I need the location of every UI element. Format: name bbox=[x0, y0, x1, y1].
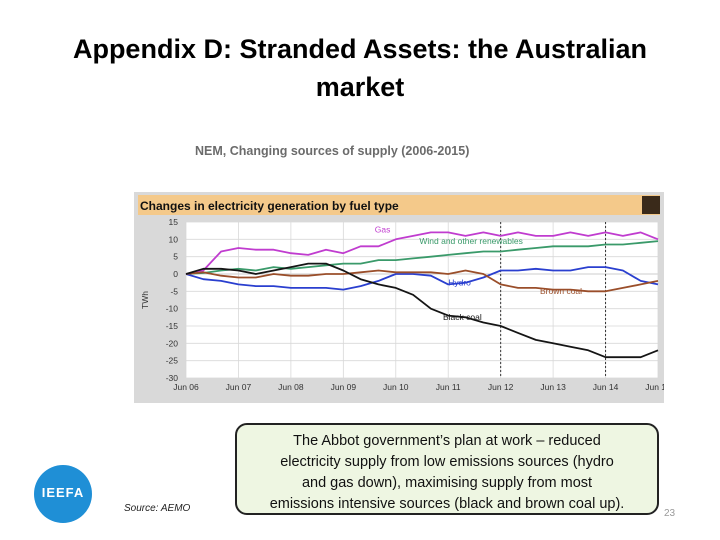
x-tick-label: Jun 14 bbox=[593, 382, 619, 392]
series-line-brown-coal bbox=[185, 269, 659, 293]
page-number: 23 bbox=[664, 508, 676, 519]
slide-title-line-2: market bbox=[315, 72, 405, 102]
source-note: Source: AEMO bbox=[124, 503, 191, 514]
x-tick-label: Jun 12 bbox=[488, 382, 514, 392]
slide-title-line-1: Appendix D: Stranded Assets: the Austral… bbox=[72, 34, 648, 64]
y-tick-label: -25 bbox=[166, 356, 179, 366]
publisher-logo-icon bbox=[642, 196, 660, 214]
plot-area bbox=[186, 222, 658, 378]
series-line-gas bbox=[185, 231, 659, 275]
y-tick-label: 10 bbox=[169, 234, 179, 244]
callout-line: electricity supply from low emissions so… bbox=[280, 454, 614, 470]
chart-title: Changes in electricity generation by fue… bbox=[140, 199, 399, 213]
chart-subtitle: NEM, Changing sources of supply (2006-20… bbox=[195, 144, 470, 158]
series-line-hydro bbox=[185, 266, 659, 291]
x-tick-label: Jun 07 bbox=[226, 382, 252, 392]
y-axis-label: TWh bbox=[140, 291, 150, 309]
chart-frame: Changes in electricity generation by fue… bbox=[134, 192, 664, 403]
y-tick-label: -5 bbox=[170, 286, 178, 296]
y-tick-label: -10 bbox=[166, 304, 179, 314]
y-tick-label: 15 bbox=[169, 217, 179, 227]
y-tick-label: -20 bbox=[166, 338, 179, 348]
x-tick-label: Jun 13 bbox=[540, 382, 566, 392]
series-label-hydro: Hydro bbox=[448, 277, 471, 287]
chart-title-band bbox=[138, 195, 660, 215]
line-chart: Changes in electricity generation by fue… bbox=[138, 195, 664, 392]
series-label-black-coal: Black coal bbox=[443, 312, 482, 322]
callout-line: and gas down), maximising supply from mo… bbox=[301, 475, 593, 491]
series-label-gas: Gas bbox=[375, 224, 391, 234]
x-tick-label: Jun 15 bbox=[645, 382, 664, 392]
series-label-brown-coal: Brown coal bbox=[540, 286, 582, 296]
slide-title: Appendix D: Stranded Assets: the Austral… bbox=[40, 30, 680, 106]
y-tick-label: 5 bbox=[173, 252, 178, 262]
series-line-wind-and-other-renewables bbox=[185, 240, 659, 275]
y-tick-label: -30 bbox=[166, 373, 179, 383]
callout-box: The Abbot government’s plan at work – re… bbox=[235, 423, 659, 515]
series-line-black-coal bbox=[185, 262, 659, 359]
logo-text: IEEFA bbox=[41, 485, 85, 500]
x-tick-label: Jun 06 bbox=[173, 382, 199, 392]
series-label-wind-and-other-renewables: Wind and other renewables bbox=[419, 236, 522, 246]
x-tick-label: Jun 08 bbox=[278, 382, 304, 392]
x-tick-label: Jun 11 bbox=[436, 382, 461, 392]
callout-line: The Abbot government’s plan at work – re… bbox=[293, 433, 601, 449]
y-tick-label: 0 bbox=[173, 269, 178, 279]
ieefa-logo: IEEFA bbox=[34, 465, 92, 523]
y-tick-label: -15 bbox=[166, 321, 179, 331]
x-tick-label: Jun 10 bbox=[383, 382, 409, 392]
callout-line: emissions intensive sources (black and b… bbox=[269, 496, 625, 512]
x-tick-label: Jun 09 bbox=[331, 382, 357, 392]
